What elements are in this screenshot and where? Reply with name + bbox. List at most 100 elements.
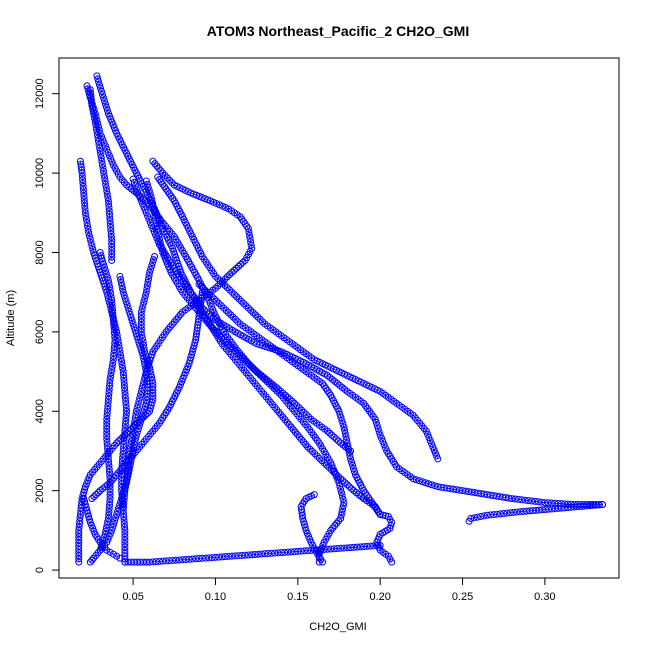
- data-point: [103, 438, 111, 446]
- data-point: [281, 548, 289, 556]
- data-point: [121, 530, 129, 538]
- data-point: [107, 223, 115, 231]
- data-point: [149, 202, 157, 210]
- data-point: [137, 415, 145, 423]
- data-point: [251, 311, 259, 319]
- data-point: [102, 184, 110, 192]
- data-point: [353, 543, 361, 551]
- data-point: [244, 551, 252, 559]
- data-point: [121, 485, 129, 493]
- data-point: [226, 271, 234, 279]
- data-point: [110, 326, 118, 334]
- data-point: [372, 418, 380, 426]
- data-point: [101, 174, 109, 182]
- data-point: [84, 222, 92, 230]
- data-point: [123, 479, 131, 487]
- data-point: [118, 361, 126, 369]
- data-point: [89, 105, 97, 113]
- data-point: [320, 546, 328, 553]
- data-series: [195, 280, 384, 518]
- data-point: [105, 200, 113, 208]
- data-point: [172, 556, 180, 564]
- data-point: [310, 491, 318, 499]
- data-point: [122, 401, 130, 409]
- data-point: [120, 520, 128, 528]
- data-point: [226, 286, 234, 294]
- data-point: [143, 180, 151, 188]
- data-point: [93, 127, 101, 135]
- data-point: [127, 314, 135, 322]
- data-point: [337, 489, 345, 497]
- data-point: [141, 348, 149, 356]
- data-point: [338, 492, 346, 500]
- data-point: [121, 431, 129, 439]
- data-point: [148, 376, 156, 384]
- data-point: [117, 498, 125, 506]
- data-point: [216, 277, 224, 285]
- data-point: [104, 402, 112, 410]
- data-point: [106, 491, 114, 499]
- data-point: [295, 404, 303, 412]
- data-point: [234, 318, 242, 326]
- data-point: [239, 354, 247, 362]
- data-point: [318, 457, 326, 465]
- data-point: [131, 421, 139, 429]
- data-point: [140, 344, 148, 352]
- data-point: [113, 510, 121, 518]
- data-point: [139, 409, 147, 417]
- data-point: [202, 554, 210, 562]
- data-point: [308, 448, 316, 456]
- data-point: [222, 338, 230, 346]
- data-point: [375, 428, 383, 436]
- data-point: [336, 482, 344, 490]
- data-point: [107, 227, 115, 235]
- data-point: [137, 315, 145, 323]
- data-point: [347, 544, 355, 552]
- data-point: [208, 293, 216, 301]
- data-point: [89, 108, 97, 116]
- data-point: [107, 155, 115, 163]
- data-point: [116, 272, 124, 280]
- data-series: [86, 249, 119, 566]
- data-point: [323, 427, 331, 435]
- data-point: [415, 477, 423, 485]
- data-point: [92, 491, 100, 499]
- data-point: [339, 502, 347, 510]
- data-point: [137, 308, 145, 316]
- data-point: [381, 444, 389, 452]
- data-point: [388, 558, 396, 566]
- data-point: [149, 259, 157, 267]
- data-point: [120, 488, 128, 496]
- data-point: [211, 327, 219, 335]
- data-point: [109, 306, 117, 314]
- data-point: [106, 286, 114, 294]
- data-point: [108, 362, 116, 370]
- data-point: [426, 437, 434, 445]
- data-point: [120, 516, 128, 524]
- data-point: [108, 158, 116, 166]
- data-point: [92, 124, 100, 132]
- data-point: [337, 544, 345, 552]
- data-point: [140, 341, 148, 349]
- data-point: [133, 428, 141, 436]
- data-point: [343, 481, 351, 489]
- data-point: [173, 256, 181, 264]
- data-point: [132, 431, 140, 439]
- data-point: [248, 551, 256, 559]
- data-point: [339, 505, 347, 513]
- data-point: [121, 295, 129, 303]
- data-point: [141, 295, 149, 303]
- data-point: [241, 551, 249, 559]
- data-point: [103, 187, 111, 195]
- data-point: [119, 450, 127, 458]
- data-point: [293, 402, 301, 410]
- data-point: [169, 245, 177, 253]
- data-point: [165, 557, 173, 565]
- data-point: [107, 293, 115, 301]
- data-point: [349, 464, 357, 472]
- data-point: [505, 494, 513, 502]
- data-point: [125, 466, 133, 474]
- data-point: [334, 437, 342, 445]
- data-point: [168, 179, 176, 187]
- data-point: [188, 555, 196, 563]
